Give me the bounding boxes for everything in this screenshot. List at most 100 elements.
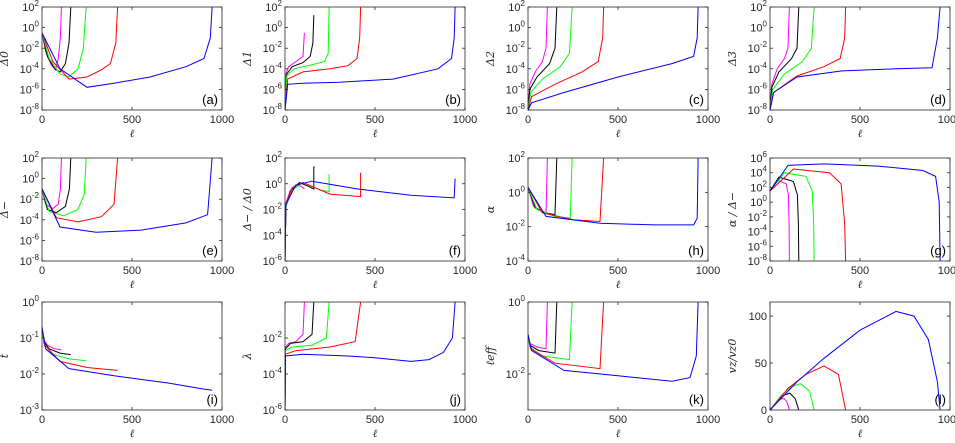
axes-frame [527,301,709,411]
y-tick-label: 100 [508,184,525,199]
y-tick-label: 100 [749,311,767,323]
y-tick-label: 102 [265,0,282,14]
x-axis-label: ℓ [616,127,621,140]
y-tick-label: 100 [750,194,767,209]
axes-frame [41,157,223,262]
axes-frame [284,157,466,262]
panel-a: 10-8 10-6 10-4 10-2 100 102 0 500 1000 ℓ Δ0 (a) [0,0,234,140]
x-tick-label: 500 [609,114,627,126]
panel-tag: (j) [449,392,461,407]
series-line-magenta [528,7,548,110]
y-tick-label: 10-2 [20,191,40,206]
series-line-green [528,158,573,219]
series-line-red [528,302,605,370]
y-tick-label: 10-4 [263,61,283,76]
series-line-black [42,7,72,73]
x-axis-label: ℓ [858,127,863,140]
x-tick-label: 500 [609,414,627,426]
y-axis-label: Δ1 [241,51,254,67]
series-line-blue [528,7,699,110]
x-tick-label: 500 [366,265,384,277]
axes-frame [769,301,951,411]
series-line-red [528,158,605,223]
y-tick-label: 10-2 [263,330,283,345]
y-tick-label: 10-6 [506,81,526,96]
y-tick-label: 100 [265,20,282,35]
panel-tag: (i) [206,392,218,407]
series-line-red [42,327,118,371]
x-tick-label: 0 [282,414,288,426]
series-line-red [285,172,362,261]
x-tick-label: 1000 [210,114,234,126]
x-tick-label: 1000 [453,114,477,126]
panel-tag: (d) [930,92,946,107]
y-axis-label: λ [241,353,254,361]
series-line-blue [285,302,456,410]
y-tick-label: 100 [508,294,525,309]
x-tick-label: 0 [525,114,531,126]
x-tick-label: 1000 [696,265,720,277]
panel-e: 10-8 10-6 10-4 10-2 100 102 0 500 1000 ℓ Δ− (e) [0,150,234,291]
y-tick-label: 106 [750,150,767,165]
x-tick-label: 1000 [210,265,234,277]
y-tick-label: 10-4 [20,212,40,227]
x-tick-label: 0 [282,265,288,277]
x-axis-label: ℓ [373,127,378,140]
x-tick-label: 0 [525,414,531,426]
series-line-red [528,7,605,110]
y-tick-label: 0 [761,405,767,417]
y-tick-label: 10-8 [20,253,40,268]
x-tick-label: 1000 [938,265,955,277]
y-tick-label: 10-6 [20,232,40,247]
y-tick-label: 10-4 [506,253,526,268]
x-tick-label: 1000 [453,265,477,277]
panel-d: 10-8 10-6 10-4 10-2 100 102 0 500 1000 ℓ Δ3 (d) [726,0,955,140]
x-axis-label: ℓ [373,427,378,440]
series-line-blue [42,327,213,391]
y-tick-label: 100 [22,294,39,309]
y-tick-label: 10-2 [506,40,526,55]
x-tick-label: 0 [767,414,773,426]
y-tick-label: 102 [22,150,39,165]
series-line-magenta [528,302,548,350]
y-tick-label: 10-2 [263,202,283,217]
y-tick-label: 102 [22,0,39,14]
x-tick-label: 0 [767,265,773,277]
y-tick-label: 10-3 [20,402,40,417]
y-axis-label: t [0,353,11,358]
x-tick-label: 1000 [938,414,955,426]
panel-j: 10-6 10-4 10-2 0 500 1000 ℓ λ (j) [241,301,477,440]
y-tick-label: 10-6 [263,402,283,417]
x-tick-label: 0 [767,114,773,126]
series-line-black [770,176,800,261]
series-line-blue [528,302,699,382]
y-tick-label: 10-8 [263,102,283,117]
y-tick-label: 10-2 [506,366,526,381]
series-line-magenta [285,184,305,261]
y-tick-label: 50 [755,358,767,370]
y-tick-label: 10-2 [748,209,768,224]
series-line-blue [42,7,213,88]
x-tick-label: 0 [39,114,45,126]
axes-frame [41,301,223,411]
y-tick-label: 102 [508,150,525,165]
x-tick-label: 1000 [696,114,720,126]
series-line-green [42,7,87,78]
y-tick-label: 10-4 [748,61,768,76]
y-axis-label: Δ3 [726,51,739,67]
series-line-red [42,7,119,80]
series-line-red [42,158,119,223]
series-line-blue [285,7,456,110]
panel-tag: (a) [202,92,218,107]
y-tick-label: 10-6 [748,81,768,96]
series-line-blue [42,158,213,233]
y-tick-label: 100 [750,20,767,35]
series-line-green [42,327,87,362]
x-tick-label: 1000 [938,114,955,126]
y-tick-label: 10-1 [20,330,40,345]
series-line-black [528,158,558,216]
axes-frame [769,6,951,111]
y-tick-label: 10-8 [748,102,768,117]
panel-h: 10-4 10-2 100 102 0 500 1000 ℓ α (h) [484,150,720,291]
x-tick-label: 500 [366,114,384,126]
